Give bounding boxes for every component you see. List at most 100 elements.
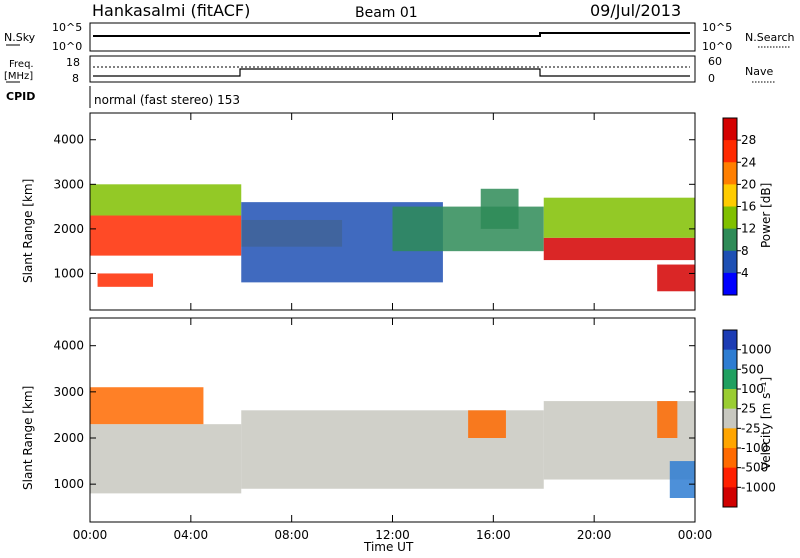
power-colorbar-swatch [723, 118, 737, 141]
time-tick-label: 08:00 [274, 528, 309, 542]
nsky-tick-top: 10^5 [52, 21, 82, 34]
power-panel: 1000 2000 3000 4000 Slant Range [km] [21, 112, 696, 311]
beam-label: Beam 01 [355, 5, 418, 21]
power-colorbar-swatch [723, 184, 737, 207]
power-ytick-label: 2000 [53, 222, 84, 236]
time-tick-label: 00:00 [73, 528, 108, 542]
time-tick-label: 04:00 [174, 528, 209, 542]
time-axis-label: Time UT [363, 540, 414, 554]
power-y-axis-label: Slant Range [km] [21, 179, 35, 283]
power-band-6 [480, 188, 519, 229]
power-ytick-label: 4000 [53, 133, 84, 147]
power-y-ticks: 1000 2000 3000 4000 [53, 133, 695, 280]
velocity-colorbar-label: Velocity [m s⁻¹] [759, 377, 773, 470]
velocity-colorbar-tick-label: 500 [741, 362, 764, 376]
velocity-colorbar-tick-label: -1000 [741, 480, 776, 494]
power-colorbar: 28 24 20 16 12 8 4 [722, 117, 756, 296]
power-colorbar-tick-label: 20 [741, 177, 756, 191]
power-colorbar-tick-label: 4 [741, 266, 749, 280]
time-tick-label: 20:00 [577, 528, 612, 542]
velocity-x-ticks: 00:00 04:00 08:00 12:00 16:00 20:00 00:00 [73, 318, 713, 542]
velocity-ytick-label: 2000 [53, 431, 84, 445]
date-label: 09/Jul/2013 [590, 1, 681, 20]
cpid-mode-text: normal (fast stereo) 153 [94, 93, 240, 107]
power-band-1 [90, 184, 242, 216]
velocity-colorbar-swatch [723, 487, 737, 508]
velocity-band-6 [669, 461, 695, 498]
freq-tick-bottom: 8 [72, 72, 79, 85]
freq-trace [93, 68, 690, 77]
velocity-colorbar-tick-label: -100 [741, 441, 768, 455]
velocity-band-5 [657, 401, 678, 438]
time-tick-label: 16:00 [476, 528, 511, 542]
freq-panel-frame [89, 55, 696, 83]
velocity-colorbar-swatch [723, 349, 737, 370]
velocity-colorbar-swatch [723, 369, 737, 390]
freq-unit-label: [MHz] [4, 71, 33, 82]
velocity-band-1 [90, 387, 204, 425]
velocity-colorbar-tick-label: 1000 [741, 343, 772, 357]
velocity-colorbar-swatch [723, 408, 737, 429]
velocity-y-ticks: 1000 2000 3000 4000 [53, 339, 695, 491]
power-colorbar-tick-label: 8 [741, 244, 749, 258]
velocity-ytick-label: 1000 [53, 477, 84, 491]
power-band-2 [97, 273, 154, 287]
time-tick-label: 12:00 [375, 528, 410, 542]
nave-tick-top: 60 [708, 55, 722, 68]
velocity-echo-bands [90, 387, 695, 498]
velocity-ytick-label: 3000 [53, 385, 84, 399]
power-band-7 [543, 237, 695, 261]
freq-tick-top: 18 [66, 56, 80, 69]
power-colorbar-swatch [723, 162, 737, 185]
velocity-colorbar-swatch [723, 330, 737, 351]
velocity-colorbar-frame [722, 329, 738, 508]
power-colorbar-label: Power [dB] [759, 183, 773, 248]
nsky-tick-bottom: 10^0 [52, 40, 82, 53]
freq-label: Freq. [9, 59, 34, 70]
nsearch-label: N.Search [745, 31, 795, 44]
power-colorbar-tick-label: 16 [741, 200, 756, 214]
power-colorbar-tick-label: 24 [741, 155, 756, 169]
velocity-colorbar-tick-label: 100 [741, 382, 764, 396]
power-colorbar-swatch [723, 140, 737, 163]
velocity-band-3 [468, 410, 506, 438]
power-echo-bands [90, 184, 695, 292]
velocity-colorbar-tick-label: -25 [741, 421, 761, 435]
power-band-9 [657, 264, 695, 292]
power-colorbar-swatch [723, 228, 737, 252]
velocity-colorbar-swatch [723, 389, 737, 410]
power-colorbar-tick-label: 28 [741, 133, 756, 147]
nsky-panel-frame [89, 22, 696, 52]
velocity-colorbar-tick-label: 25 [741, 402, 756, 416]
power-colorbar-swatch [723, 206, 737, 230]
power-band-8 [543, 197, 695, 238]
nsky-trace [93, 32, 690, 37]
velocity-ytick-label: 4000 [53, 339, 84, 353]
nave-tick-bottom: 0 [708, 72, 715, 85]
power-band-5 [392, 206, 544, 252]
nave-label: Nave [745, 65, 773, 78]
velocity-colorbar-swatch [723, 467, 737, 488]
velocity-panel: 1000 2000 3000 4000 00:00 04:00 08:00 12:00 16:… [21, 317, 713, 554]
velocity-colorbar-tick-label: -500 [741, 461, 768, 475]
nsearch-tick-bottom: 10^0 [702, 40, 732, 53]
station-title: Hankasalmi (fitACF) [92, 1, 250, 20]
velocity-colorbar-swatch [723, 448, 737, 469]
nsearch-tick-top: 10^5 [702, 21, 732, 34]
velocity-colorbar: 1000 500 100 25 -25 -100 -500 -1000 [722, 329, 776, 508]
velocity-band-0 [90, 424, 242, 494]
power-ytick-label: 1000 [53, 266, 84, 280]
power-x-ticks [89, 113, 696, 310]
power-colorbar-swatch [723, 272, 737, 296]
power-colorbar-swatch [723, 250, 737, 274]
power-ytick-label: 3000 [53, 177, 84, 191]
nsky-label: N.Sky [4, 31, 36, 44]
velocity-y-axis-label: Slant Range [km] [21, 386, 35, 490]
power-band-0 [90, 215, 242, 256]
time-tick-label: 00:00 [678, 528, 713, 542]
power-colorbar-tick-label: 12 [741, 222, 756, 236]
cpid-label: CPID [6, 90, 35, 103]
velocity-colorbar-swatch [723, 428, 737, 449]
